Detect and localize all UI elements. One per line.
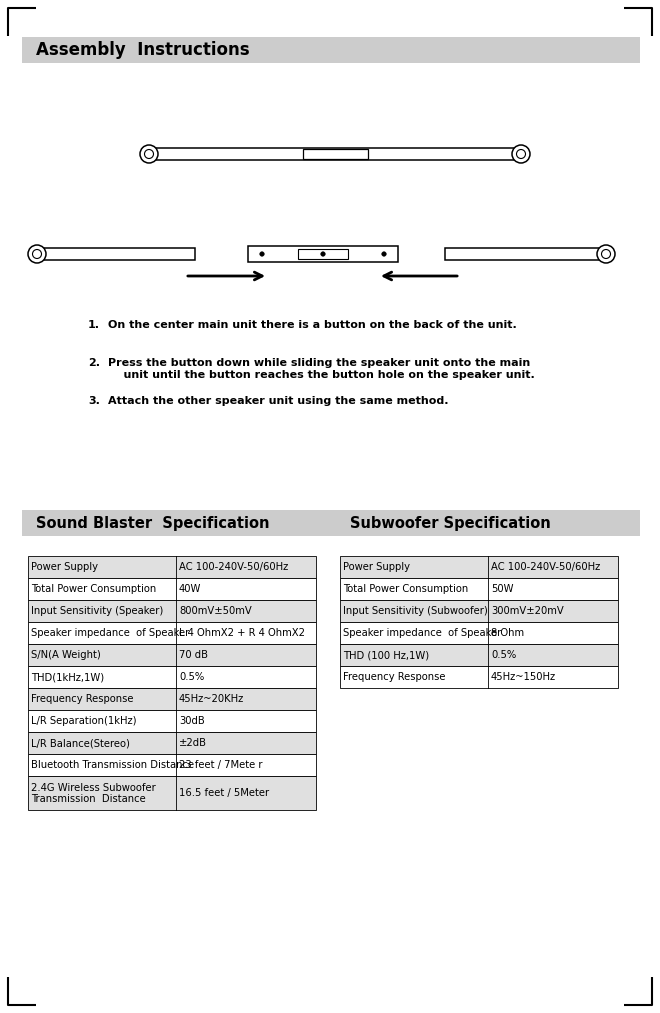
Circle shape bbox=[512, 145, 530, 163]
Bar bbox=[340, 578, 618, 600]
Text: 2.4G Wireless Subwoofer: 2.4G Wireless Subwoofer bbox=[31, 783, 156, 793]
Bar bbox=[340, 666, 618, 688]
Text: 0.5%: 0.5% bbox=[491, 650, 516, 660]
Text: On the center main unit there is a button on the back of the unit.: On the center main unit there is a butto… bbox=[108, 320, 517, 330]
Text: 30dB: 30dB bbox=[179, 716, 205, 726]
Text: L/R Balance(Stereo): L/R Balance(Stereo) bbox=[31, 738, 130, 748]
Bar bbox=[22, 37, 640, 63]
Text: 8 Ohm: 8 Ohm bbox=[491, 628, 524, 638]
Text: 1.: 1. bbox=[88, 320, 100, 330]
Text: 45Hz~20KHz: 45Hz~20KHz bbox=[179, 694, 244, 704]
Text: AC 100-240V-50/60Hz: AC 100-240V-50/60Hz bbox=[491, 562, 600, 572]
Bar bbox=[298, 249, 348, 259]
Text: 800mV±50mV: 800mV±50mV bbox=[179, 606, 251, 616]
Circle shape bbox=[260, 252, 264, 256]
Bar bbox=[340, 556, 618, 578]
Text: S/N(A Weight): S/N(A Weight) bbox=[31, 650, 101, 660]
Bar bbox=[248, 246, 398, 262]
Circle shape bbox=[517, 150, 525, 158]
Bar bbox=[28, 622, 316, 644]
Text: 2.: 2. bbox=[88, 358, 100, 368]
Text: ±2dB: ±2dB bbox=[179, 738, 207, 748]
Text: L/R Separation(1kHz): L/R Separation(1kHz) bbox=[31, 716, 137, 726]
Text: Speaker impedance  of Speaker: Speaker impedance of Speaker bbox=[343, 628, 501, 638]
Text: Assembly  Instructions: Assembly Instructions bbox=[36, 41, 249, 59]
Bar bbox=[28, 666, 316, 688]
Circle shape bbox=[140, 145, 158, 163]
Text: L 4 OhmX2 + R 4 OhmX2: L 4 OhmX2 + R 4 OhmX2 bbox=[179, 628, 305, 638]
Text: Press the button down while sliding the speaker unit onto the main
    unit unti: Press the button down while sliding the … bbox=[108, 358, 535, 380]
Circle shape bbox=[321, 252, 325, 256]
Text: Sound Blaster  Specification: Sound Blaster Specification bbox=[36, 516, 269, 531]
Bar bbox=[28, 776, 316, 810]
Bar bbox=[22, 510, 640, 536]
Circle shape bbox=[597, 245, 615, 263]
Bar bbox=[28, 688, 316, 710]
Bar bbox=[28, 644, 316, 666]
Circle shape bbox=[28, 245, 46, 263]
Text: Speaker impedance  of Speaker: Speaker impedance of Speaker bbox=[31, 628, 189, 638]
Text: Input Sensitivity (Subwoofer): Input Sensitivity (Subwoofer) bbox=[343, 606, 488, 616]
Bar bbox=[28, 556, 316, 578]
Text: 16.5 feet / 5Meter: 16.5 feet / 5Meter bbox=[179, 788, 269, 798]
Text: Input Sensitivity (Speaker): Input Sensitivity (Speaker) bbox=[31, 606, 163, 616]
Text: 45Hz~150Hz: 45Hz~150Hz bbox=[491, 672, 556, 682]
Text: 70 dB: 70 dB bbox=[179, 650, 208, 660]
Bar bbox=[28, 710, 316, 732]
Text: Total Power Consumption: Total Power Consumption bbox=[343, 585, 468, 594]
Text: THD(1kHz,1W): THD(1kHz,1W) bbox=[31, 672, 104, 682]
Bar bbox=[340, 644, 618, 666]
Text: Subwoofer Specification: Subwoofer Specification bbox=[350, 516, 550, 531]
Text: AC 100-240V-50/60Hz: AC 100-240V-50/60Hz bbox=[179, 562, 288, 572]
Circle shape bbox=[145, 150, 154, 158]
Text: 40W: 40W bbox=[179, 585, 201, 594]
Text: Frequency Response: Frequency Response bbox=[31, 694, 133, 704]
Bar bbox=[28, 578, 316, 600]
Text: Transmission  Distance: Transmission Distance bbox=[31, 794, 146, 804]
Circle shape bbox=[381, 252, 386, 256]
Text: THD (100 Hz,1W): THD (100 Hz,1W) bbox=[343, 650, 429, 660]
Bar bbox=[340, 622, 618, 644]
Circle shape bbox=[32, 249, 42, 258]
Circle shape bbox=[601, 249, 610, 258]
Bar bbox=[37, 248, 195, 260]
Text: 23 feet / 7Mete r: 23 feet / 7Mete r bbox=[179, 760, 263, 770]
Bar bbox=[445, 248, 606, 260]
Text: 300mV±20mV: 300mV±20mV bbox=[491, 606, 564, 616]
Text: Power Supply: Power Supply bbox=[343, 562, 410, 572]
Text: 3.: 3. bbox=[88, 396, 100, 406]
Bar bbox=[28, 600, 316, 622]
Bar bbox=[340, 600, 618, 622]
Text: 0.5%: 0.5% bbox=[179, 672, 204, 682]
Text: Bluetooth Transmission Distance: Bluetooth Transmission Distance bbox=[31, 760, 194, 770]
Bar bbox=[302, 149, 368, 159]
Text: Frequency Response: Frequency Response bbox=[343, 672, 446, 682]
Bar bbox=[28, 732, 316, 754]
Text: 50W: 50W bbox=[491, 585, 513, 594]
Text: Power Supply: Power Supply bbox=[31, 562, 98, 572]
Bar bbox=[28, 754, 316, 776]
Bar bbox=[149, 148, 521, 160]
Text: Attach the other speaker unit using the same method.: Attach the other speaker unit using the … bbox=[108, 396, 449, 406]
Text: Total Power Consumption: Total Power Consumption bbox=[31, 585, 156, 594]
